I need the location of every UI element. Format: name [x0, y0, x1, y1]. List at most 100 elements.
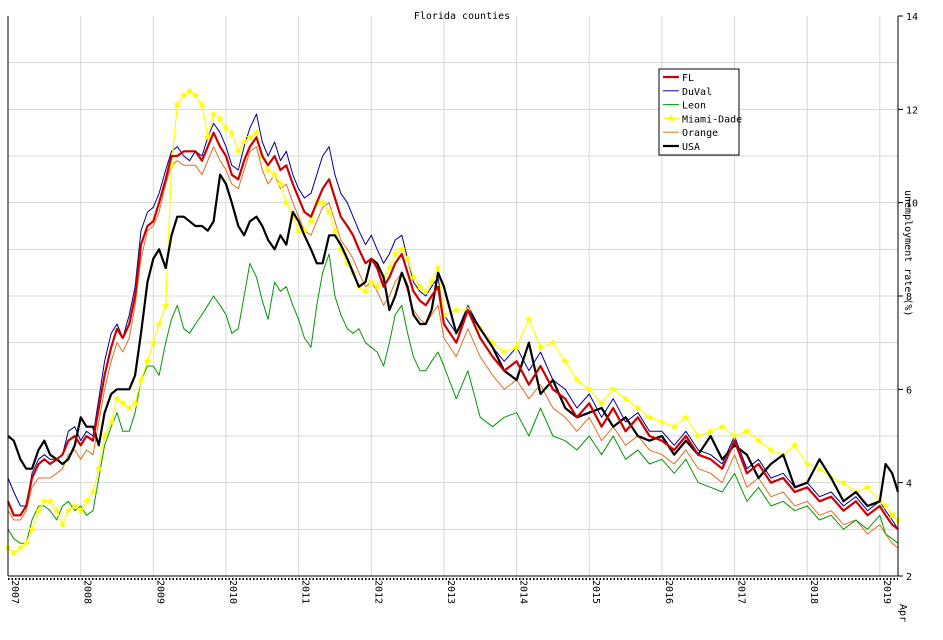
- x-end-label: Apr: [897, 604, 908, 622]
- miami-dade-marker: [234, 147, 243, 155]
- miami-dade-marker: [409, 273, 418, 281]
- miami-dade-marker: [300, 226, 309, 234]
- miami-dade-marker: [682, 413, 690, 421]
- miami-dade-marker: [621, 394, 630, 402]
- miami-dade-marker: [422, 287, 430, 295]
- miami-dade-marker: [609, 385, 617, 393]
- miami-dade-marker: [440, 310, 448, 318]
- miami-dade-marker: [222, 124, 230, 132]
- miami-dade-marker: [718, 422, 726, 430]
- chart-title: Florida counties: [414, 11, 510, 22]
- miami-dade-marker: [325, 208, 333, 216]
- miami-dade-marker: [367, 278, 376, 286]
- miami-dade-marker: [246, 133, 254, 141]
- miami-dade-marker: [52, 506, 61, 514]
- miami-dade-marker: [658, 418, 666, 426]
- series-line-miami-dade: [7, 90, 899, 554]
- x-tick-label: 2012: [372, 580, 383, 604]
- miami-dade-marker: [694, 432, 702, 440]
- x-tick-label: 2009: [154, 580, 165, 604]
- miami-dade-marker: [500, 348, 508, 356]
- legend-label-fl: FL: [682, 73, 694, 84]
- miami-dade-marker: [536, 343, 545, 351]
- miami-dade-marker: [815, 464, 824, 472]
- miami-dade-marker: [343, 259, 352, 267]
- y-tick-label: 14: [906, 12, 918, 23]
- miami-dade-marker: [452, 306, 461, 314]
- miami-dade-marker: [228, 128, 236, 136]
- miami-dade-marker: [22, 539, 30, 547]
- miami-dade-marker: [16, 544, 25, 552]
- miami-dade-marker: [10, 548, 18, 556]
- miami-dade-marker: [28, 525, 36, 533]
- miami-dade-marker: [131, 399, 139, 407]
- miami-dade-marker: [155, 320, 163, 328]
- miami-dade-marker: [791, 441, 799, 449]
- miami-dade-marker: [881, 502, 890, 510]
- miami-dade-marker: [743, 427, 751, 435]
- x-tick-label: 2010: [227, 580, 238, 604]
- miami-dade-marker: [89, 488, 97, 496]
- y-tick-label: 10: [906, 199, 918, 210]
- miami-dade-marker: [361, 287, 370, 295]
- miami-dade-marker: [767, 446, 775, 454]
- x-tick-label: 2013: [445, 580, 456, 604]
- miami-dade-marker: [252, 128, 261, 136]
- miami-dade-marker: [95, 464, 103, 472]
- x-tick-label: 2017: [736, 580, 747, 604]
- miami-dade-marker: [670, 422, 678, 430]
- y-tick-label: 8: [906, 292, 912, 303]
- axes-group: 2007 2008 2009 2010 2011 2012 2013 2014 2015 2016…: [7, 12, 918, 622]
- series-line-leon: [7, 253, 899, 544]
- x-tick-label: 2016: [663, 580, 674, 604]
- miami-dade-marker: [331, 226, 339, 234]
- miami-dade-marker: [573, 376, 581, 384]
- miami-dade-marker: [34, 506, 43, 514]
- series-line-orange: [7, 146, 899, 549]
- y-tick-label: 6: [906, 385, 912, 396]
- miami-dade-marker: [71, 502, 79, 510]
- miami-dade-marker: [46, 497, 54, 505]
- miami-dade-marker: [40, 497, 49, 505]
- miami-dade-marker: [204, 133, 212, 141]
- miami-dade-marker: [391, 250, 399, 258]
- miami-dade-marker: [58, 520, 67, 528]
- legend: FL DuVal Leon Miami-Dade Orange USA: [658, 68, 742, 156]
- x-tick-label: 2008: [82, 580, 93, 604]
- y-tick-label: 4: [906, 479, 912, 490]
- legend-label-miami-dade: Miami-Dade: [682, 114, 742, 125]
- miami-dade-marker: [434, 264, 442, 272]
- miami-dade-marker: [191, 91, 200, 99]
- miami-dade-marker: [512, 343, 521, 351]
- x-tick-label: 2019: [881, 580, 892, 604]
- miami-dade-marker: [180, 91, 188, 99]
- miami-dade-marker: [137, 376, 145, 384]
- legend-label-duval: DuVal: [682, 87, 712, 98]
- miami-dade-marker: [754, 436, 763, 444]
- miami-dade-marker: [107, 418, 115, 426]
- miami-dade-marker: [149, 338, 158, 346]
- miami-dade-marker: [525, 315, 533, 323]
- miami-dade-marker: [385, 264, 394, 272]
- series-line-fl: [6, 131, 899, 531]
- y-axis-label: unemployment rate (%): [902, 190, 913, 316]
- miami-dade-marker: [240, 138, 248, 146]
- miami-dade-marker: [839, 478, 848, 486]
- legend-box: [658, 68, 740, 156]
- x-tick-label: 2018: [808, 580, 819, 604]
- miami-dade-marker: [64, 506, 73, 514]
- miami-dade-marker: [597, 399, 606, 407]
- miami-dade-marker: [100, 432, 109, 440]
- miami-dade-marker: [373, 282, 381, 290]
- miami-dade-marker: [173, 100, 182, 108]
- series-group: [4, 86, 902, 556]
- miami-dade-marker: [863, 483, 872, 491]
- x-tick-label: 2007: [9, 580, 20, 604]
- series-line-usa: [7, 173, 900, 508]
- miami-dade-marker: [125, 404, 134, 412]
- miami-dade-marker: [76, 506, 85, 514]
- miami-dade-marker: [730, 432, 739, 440]
- x-tick-label: 2014: [518, 580, 529, 604]
- y-tick-label: 12: [906, 105, 918, 116]
